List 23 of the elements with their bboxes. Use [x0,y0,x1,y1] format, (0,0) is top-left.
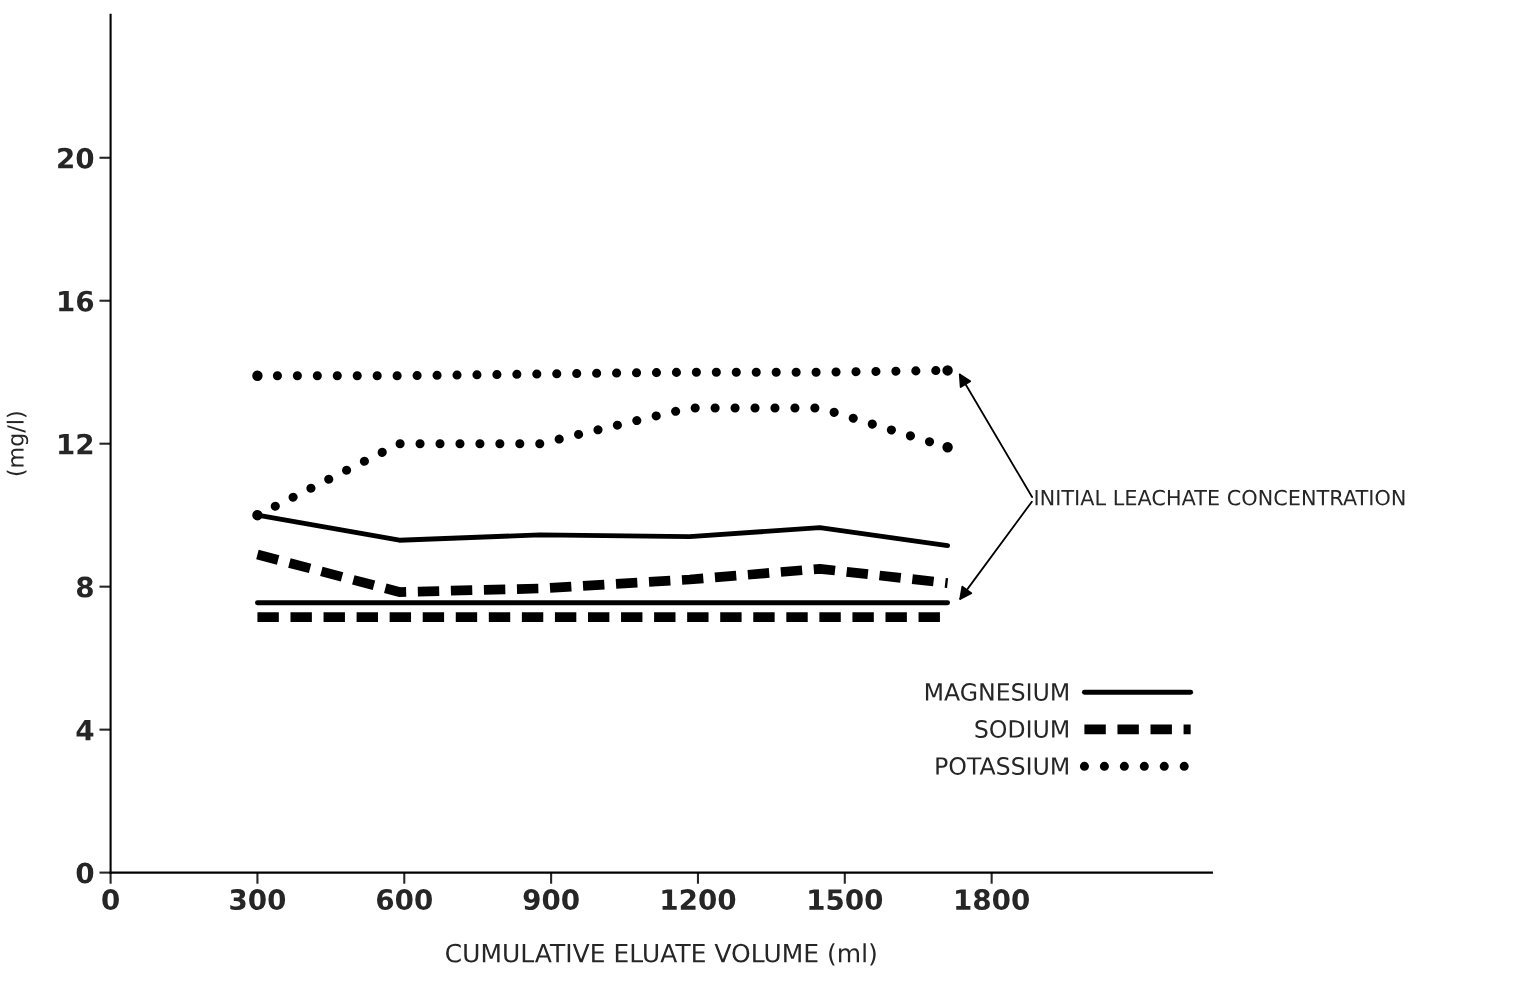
y-tick-label: 16 [59,290,94,312]
point [942,442,953,453]
x-tick-label: 1800 [956,889,1029,911]
x-tick-label: 300 [230,889,286,911]
point [252,509,263,521]
x-tick-label: 0 [102,889,119,911]
legend-label: SODIUM [975,720,1068,738]
y-tick-label: 8 [76,576,93,598]
legend-label: MAGNESIUM [925,683,1068,701]
y-tick-label: 12 [59,433,93,455]
y-axis-title: (mg/l) [6,412,29,476]
x-tick-label: 900 [523,889,579,911]
y-tick-label: 20 [58,147,94,169]
annotation: INITIAL LEACHATE CONCENTRATION [1035,489,1405,506]
x-tick-label: 600 [377,889,432,911]
x-tick-label: 1500 [809,889,883,911]
point [942,365,953,376]
legend-label: POTASSIUM [936,757,1068,775]
y-tick-label: 4 [76,719,94,741]
point [252,370,263,381]
y-tick-label: 0 [76,862,94,884]
x-axis-title: CUMULATIVE ELUATE VOLUME (ml) [446,943,876,966]
x-tick-label: 1200 [662,889,736,911]
